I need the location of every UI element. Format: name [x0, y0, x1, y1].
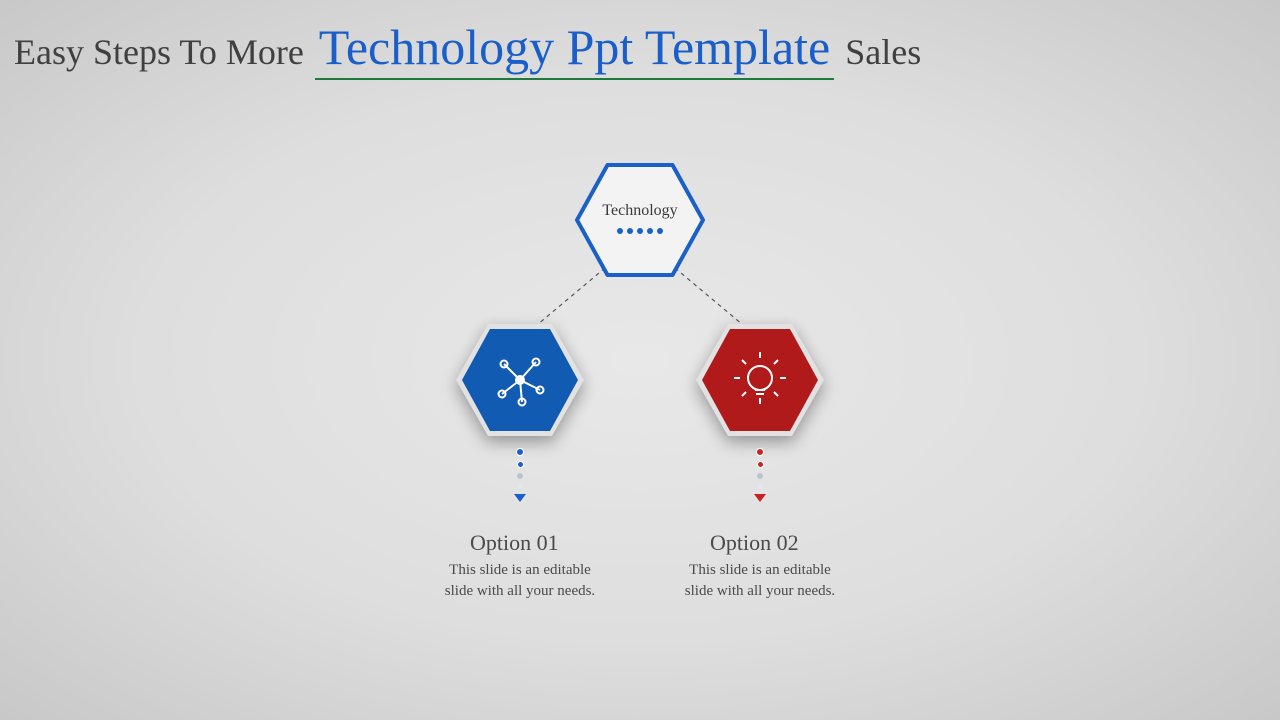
chevron-down-icon	[754, 494, 766, 502]
option1-hexagon	[456, 324, 584, 436]
top-hexagon-label: Technology	[580, 202, 700, 220]
edges-layer	[0, 0, 1280, 720]
option2-title: Option 02	[710, 530, 799, 556]
option1-title: Option 01	[470, 530, 559, 556]
option1-connector	[514, 448, 526, 502]
top-hexagon	[575, 163, 705, 277]
option2-desc: This slide is an editable slide with all…	[675, 560, 845, 602]
option2-connector	[754, 448, 766, 502]
chevron-down-icon	[514, 494, 526, 502]
top-hexagon-dots	[617, 228, 663, 234]
option2-hexagon	[696, 324, 824, 436]
diagram-stage: Technology	[0, 0, 1280, 720]
option1-desc: This slide is an editable slide with all…	[435, 560, 605, 602]
